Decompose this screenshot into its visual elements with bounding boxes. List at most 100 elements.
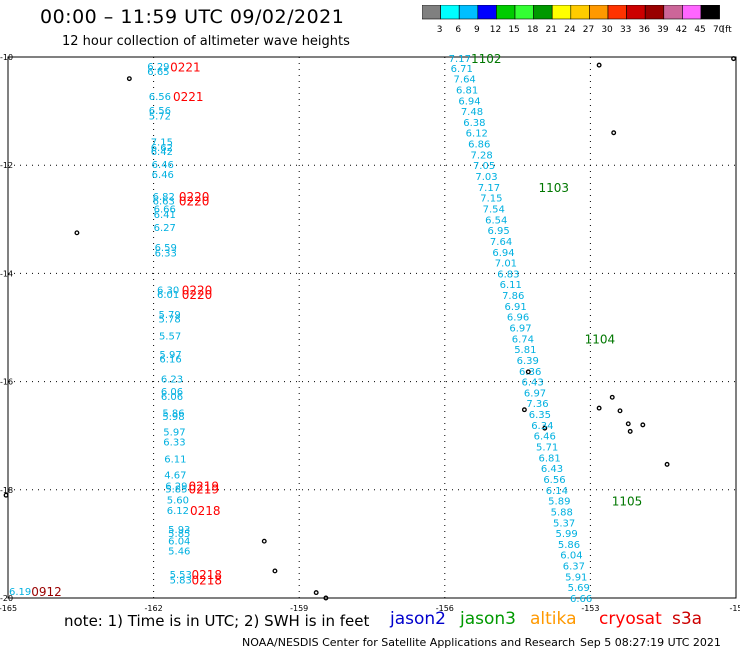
swh-label-east: 5.88 [551,507,573,518]
island-outline [596,62,602,68]
time-label-east: 1104 [585,332,616,346]
time-label-west: 0220 [179,194,210,208]
swh-label-east: 6.71 [451,64,473,75]
colorbar-tick-label: 9 [474,25,480,35]
y-tick-label: -14 [0,269,13,278]
swh-label-west: 5.86 [162,408,184,419]
swh-label-west: 6.42 [151,147,173,158]
swh-label-west: 5.98 [162,412,184,423]
note-text: note: 1) Time is in UTC; 2) SWH is in fe… [64,612,370,630]
y-tick-label: -12 [0,161,13,170]
island-outline [272,568,278,574]
swh-label-west: 6.11 [164,454,186,465]
swh-label-west: 6.62 [151,143,173,154]
colorbar-tick-label: 12 [490,25,501,35]
time-label-east: 1103 [538,181,569,195]
legend-jason2: jason2 [390,609,446,629]
swh-label-east: 7.64 [490,237,512,248]
swh-label-west: 6.41 [154,210,176,221]
legend-s3a: s3a [672,609,703,629]
time-label-east: 1105 [612,495,643,509]
swh-label-west: 6.19 [9,587,31,598]
colorbar-tick-label: 45 [694,25,705,35]
colorbar-tick-label: 36 [639,25,651,35]
swh-label-east: 6.43 [541,464,563,475]
swh-label-east: 7.05 [473,161,495,172]
swh-label-west: 5.83 [170,576,192,587]
swh-label-east: 6.91 [504,302,526,313]
swh-label-east: 6.97 [524,388,546,399]
swh-label-east: 6.95 [488,226,510,237]
page-subtitle: 12 hour collection of altimeter wave hei… [62,34,350,49]
colorbar-tick-label: 27 [583,25,594,35]
island-outline [525,369,531,375]
time-label-west: 0220 [182,288,213,302]
footer-credit: NOAA/NESDIS Center for Satellite Applica… [242,636,576,649]
swh-label-east: 6.66 [570,594,592,605]
colorbar-tick-label: 39 [657,25,669,35]
swh-label-west: 6.46 [152,160,174,171]
island-outline [640,422,646,428]
swh-label-west: 5.97 [163,427,185,438]
time-label-west: 0219 [189,479,220,493]
legend-jason3: jason3 [460,609,516,629]
time-label-west: 0220 [179,190,210,204]
island-outline [596,405,602,411]
island-outline [313,590,319,596]
colorbar-tick-label: 15 [508,25,519,35]
colorbar-tick-label: 42 [676,25,687,35]
swh-label-east: 6.43 [521,378,543,389]
swh-label-east: 5.89 [548,497,570,508]
swh-label-east: 6.36 [519,367,541,378]
time-label-west: 0218 [191,568,222,582]
island-outline [611,130,617,136]
swh-label-west: 5.60 [167,496,189,507]
time-label-west: 0219 [189,483,220,497]
swh-label-east: 7.54 [483,204,505,215]
swh-label-west: 5.57 [159,332,181,343]
time-label-west: 0218 [190,504,221,518]
swh-label-west: 6.29 [165,481,187,492]
swh-label-east: 6.46 [534,432,556,443]
swh-label-east: 6.83 [497,269,519,280]
swh-label-east: 6.97 [509,324,531,335]
swh-label-east: 6.56 [543,475,565,486]
x-tick-label: -15 [729,604,740,613]
swh-label-east: 7.36 [526,399,548,410]
island-outline [617,408,623,414]
swh-label-east: 6.94 [458,96,480,107]
swh-label-east: 6.94 [492,248,514,259]
swh-label-east: 5.81 [514,345,536,356]
time-label-west: 0221 [170,61,201,75]
swh-label-west: 6.12 [167,506,189,517]
time-label-west: 0221 [173,90,204,104]
island-outline [3,492,9,498]
y-tick-label: -16 [0,378,13,387]
swh-label-east: 5.86 [558,540,580,551]
island-outline [664,461,670,467]
island-outline [542,425,548,431]
island-outline [126,76,132,82]
swh-label-east: 6.35 [529,410,551,421]
swh-label-east: 6.12 [466,129,488,140]
y-tick-label: -20 [0,594,13,603]
swh-label-west: 6.59 [155,243,177,254]
swh-label-west: 5.72 [149,111,171,122]
y-tick-label: -10 [0,53,13,62]
colorbar-tick-label: 6 [455,25,461,35]
swh-label-east: 7.01 [495,259,517,270]
swh-label-west: 6.01 [157,290,179,301]
swh-label-east: 5.37 [553,518,575,529]
swh-label-west: 6.46 [152,170,174,181]
swh-label-east: 6.54 [485,215,507,226]
swh-label-west: 6.04 [168,537,190,548]
island-outline [323,595,329,601]
swh-label-east: 5.71 [536,443,558,454]
colorbar-tick-label: 70 [713,25,725,35]
swh-label-east: 6.14 [546,486,568,497]
swh-label-east: 6.81 [538,453,560,464]
colorbar-tick-label: 24 [564,25,576,35]
swh-label-east: 7.64 [454,75,476,86]
time-label-west: 0218 [191,574,222,588]
